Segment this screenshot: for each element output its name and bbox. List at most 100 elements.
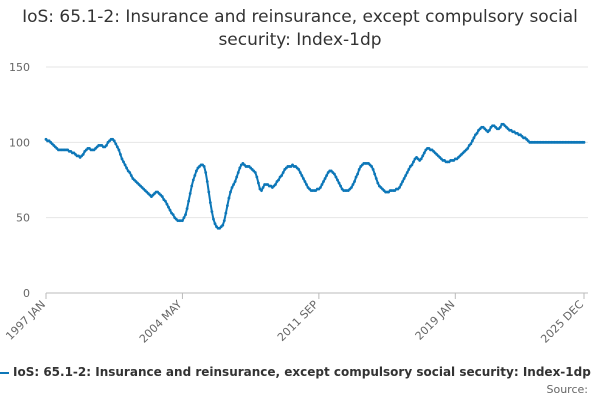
y-tick-label: 50 bbox=[16, 212, 30, 225]
point bbox=[257, 181, 260, 185]
point bbox=[370, 165, 373, 168]
point bbox=[230, 186, 234, 189]
point bbox=[374, 177, 378, 180]
point bbox=[122, 160, 125, 164]
point bbox=[298, 171, 302, 174]
point bbox=[488, 128, 491, 132]
point bbox=[128, 171, 132, 174]
point bbox=[332, 172, 336, 176]
point bbox=[261, 186, 265, 189]
point bbox=[260, 189, 263, 192]
source: Source: bbox=[546, 383, 589, 396]
point bbox=[235, 175, 239, 179]
point bbox=[255, 175, 259, 179]
point bbox=[184, 213, 187, 217]
point bbox=[120, 157, 124, 161]
point bbox=[376, 181, 380, 185]
point bbox=[233, 180, 237, 183]
point bbox=[163, 199, 167, 203]
point bbox=[208, 201, 212, 205]
point bbox=[334, 175, 338, 179]
point bbox=[112, 139, 116, 143]
point bbox=[404, 174, 408, 177]
point bbox=[194, 169, 198, 173]
point bbox=[81, 152, 85, 156]
x-tick-label: 2011 SEP bbox=[275, 298, 321, 344]
point bbox=[224, 211, 228, 215]
legend: IoS: 65.1-2: Insurance and reinsurance, … bbox=[0, 365, 600, 379]
point bbox=[236, 171, 240, 174]
point bbox=[472, 136, 476, 140]
point bbox=[373, 172, 377, 176]
point bbox=[319, 186, 322, 189]
point bbox=[339, 184, 342, 188]
point bbox=[204, 171, 208, 174]
point bbox=[213, 222, 217, 226]
point bbox=[354, 175, 358, 179]
point bbox=[105, 143, 108, 147]
point bbox=[351, 183, 355, 186]
point bbox=[405, 171, 409, 174]
point bbox=[325, 174, 329, 177]
point bbox=[185, 207, 189, 211]
point bbox=[410, 163, 414, 167]
point bbox=[419, 157, 423, 161]
legend-label: IoS: 65.1-2: Insurance and reinsurance, … bbox=[13, 365, 591, 379]
point bbox=[337, 181, 341, 185]
point bbox=[421, 154, 425, 158]
point bbox=[205, 180, 209, 183]
point bbox=[402, 177, 406, 180]
point bbox=[168, 208, 172, 212]
point bbox=[274, 183, 277, 186]
point bbox=[229, 190, 232, 194]
point bbox=[470, 139, 474, 143]
point bbox=[498, 125, 502, 129]
point bbox=[300, 174, 304, 177]
point bbox=[222, 219, 226, 223]
point bbox=[202, 165, 206, 168]
point bbox=[160, 195, 164, 198]
point bbox=[320, 183, 324, 186]
point bbox=[123, 163, 127, 167]
point bbox=[356, 172, 360, 176]
point bbox=[305, 183, 308, 186]
point bbox=[253, 171, 257, 174]
point bbox=[221, 223, 225, 227]
point bbox=[323, 177, 327, 180]
point bbox=[226, 204, 229, 208]
point bbox=[301, 177, 305, 180]
point bbox=[357, 168, 361, 171]
point bbox=[277, 178, 280, 182]
point bbox=[191, 178, 195, 182]
point bbox=[232, 183, 236, 186]
point bbox=[182, 216, 186, 220]
point bbox=[165, 202, 169, 206]
x-tick-label: 2025 DEC bbox=[538, 298, 586, 346]
line bbox=[45, 123, 584, 230]
point bbox=[422, 151, 426, 155]
point bbox=[117, 148, 121, 152]
x-tick-label: 2004 MAY bbox=[137, 298, 185, 346]
point bbox=[125, 166, 129, 170]
point bbox=[582, 140, 586, 144]
point bbox=[303, 180, 307, 183]
legend-key bbox=[0, 371, 9, 374]
point bbox=[190, 184, 194, 188]
point bbox=[475, 131, 479, 135]
point bbox=[322, 180, 325, 183]
point bbox=[336, 178, 339, 182]
y-tick-label: 150 bbox=[9, 61, 30, 74]
point bbox=[167, 205, 170, 209]
point bbox=[350, 186, 353, 189]
point bbox=[210, 210, 214, 214]
point bbox=[412, 160, 415, 164]
point bbox=[207, 190, 211, 194]
point bbox=[181, 219, 184, 223]
point bbox=[227, 196, 231, 200]
point bbox=[398, 186, 401, 189]
point bbox=[399, 183, 403, 186]
point bbox=[171, 213, 175, 217]
point bbox=[129, 174, 133, 177]
